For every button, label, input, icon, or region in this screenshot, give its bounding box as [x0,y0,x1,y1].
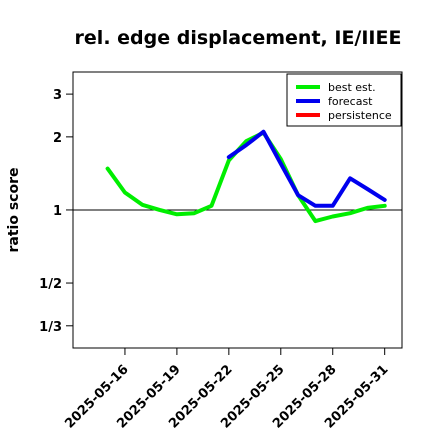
y-tick-label: 2 [53,131,62,146]
legend-entry: best est. [328,81,376,94]
y-tick-label: 3 [53,88,62,103]
y-tick-label: 1 [53,204,62,219]
x-axis: 2025-05-162025-05-192025-05-222025-05-25… [62,348,392,432]
series-lines [105,129,387,224]
legend-entry: forecast [328,95,373,108]
y-axis: 1/3 1/2 1 2 3 [39,88,73,335]
chart-title: rel. edge displacement, IE/IIEE [75,27,402,49]
y-tick-label: 1/3 [39,320,62,335]
series-line-best-est [105,130,387,224]
y-tick-label: 1/2 [39,277,62,292]
legend-entry: persistence [328,109,392,122]
series-line-forecast [226,129,387,208]
y-axis-label: ratio score [6,168,22,253]
